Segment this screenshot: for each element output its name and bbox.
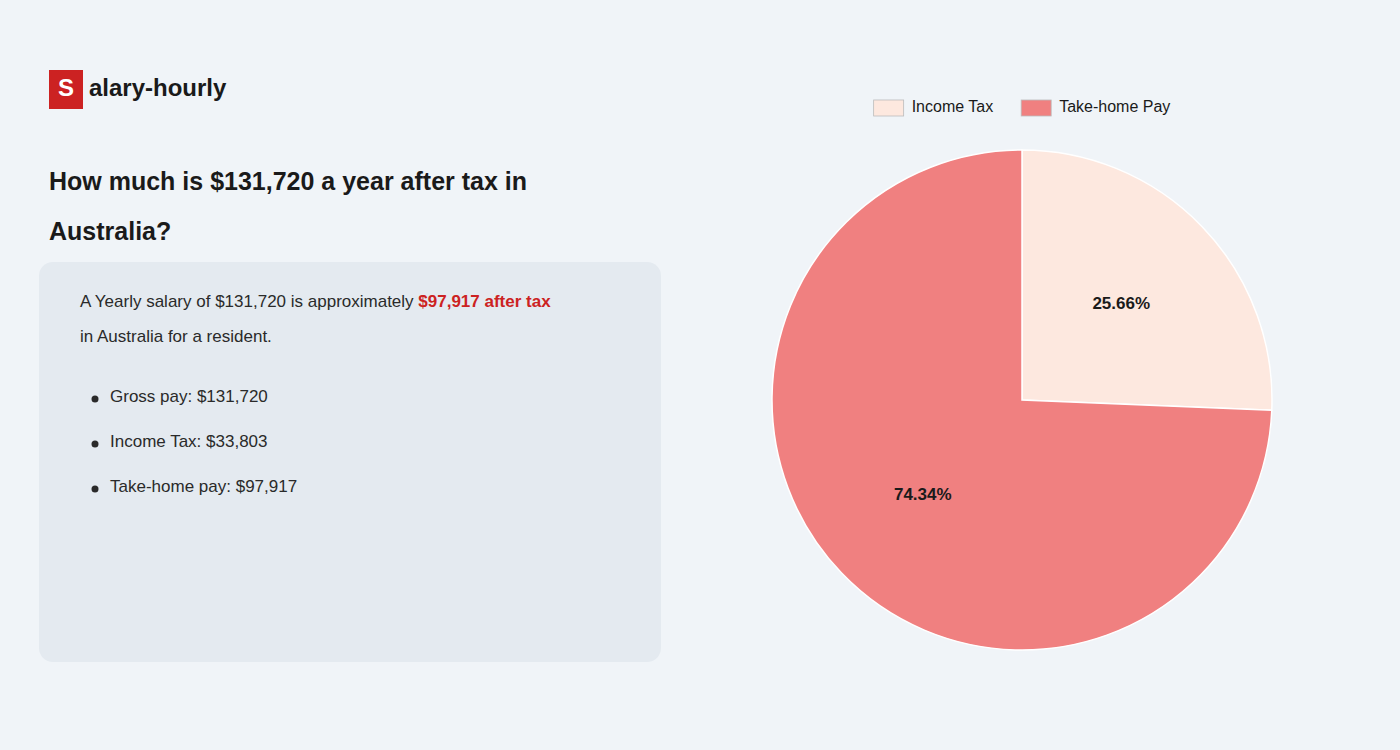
logo-text: alary-hourly <box>89 74 227 101</box>
data-label: 74.34% <box>894 485 952 504</box>
title: Australia? <box>49 217 171 245</box>
legend-label: Take-home Pay <box>1059 98 1170 115</box>
logo-box <box>49 70 83 109</box>
text-panel: Salary-hourly How much is $131,720 a year… <box>39 70 661 662</box>
legend-swatch <box>874 100 904 116</box>
legend: Income Tax Take-home Pay <box>874 98 1171 116</box>
bullet-item: Income Tax: $33,803 <box>110 432 268 451</box>
pie <box>772 150 1272 650</box>
pie-slice <box>1022 150 1272 410</box>
data-labels: 25.66% 74.34% <box>894 294 1150 503</box>
data-label: 25.66% <box>1092 294 1150 313</box>
bullet-item: Take-home pay: $97,917 <box>110 477 297 496</box>
title: How much is $131,720 a year after tax in <box>49 167 527 195</box>
body-text: A Yearly salary of $131,720 is approxima… <box>80 292 551 311</box>
legend-item: Income Tax <box>874 98 994 116</box>
body-text-end: in Australia for a resident. <box>80 327 272 346</box>
bullet-dot <box>92 396 99 403</box>
canvas: Salary-hourly How much is $131,720 a year… <box>0 0 1400 750</box>
legend-swatch <box>1021 100 1051 116</box>
info-box <box>39 262 661 662</box>
pie-slice <box>772 150 1272 650</box>
logo-letter: S <box>58 74 74 101</box>
legend-item: Take-home Pay <box>1021 98 1170 116</box>
bullet-dot <box>92 441 99 448</box>
body-text-highlight: $97,917 after tax <box>418 292 551 311</box>
bullet-item: Gross pay: $131,720 <box>110 387 268 406</box>
bullet-dot <box>92 486 99 493</box>
body-text-normal: A Yearly salary of $131,720 is approxima… <box>80 292 418 311</box>
legend-label: Income Tax <box>912 98 994 115</box>
